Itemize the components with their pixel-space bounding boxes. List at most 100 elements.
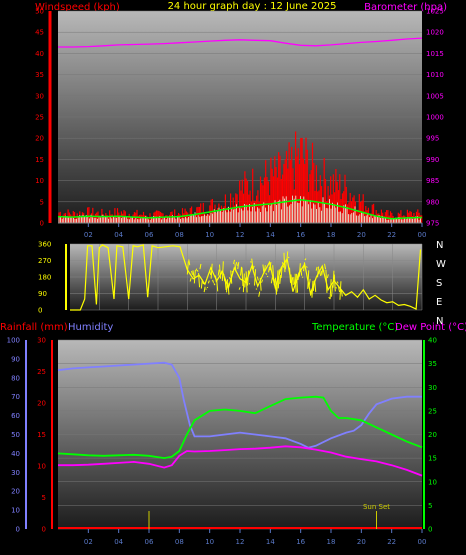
baro-tick-label: 980	[426, 198, 439, 206]
wind-x-tick-label: 10	[205, 231, 214, 239]
direction-mark	[189, 277, 192, 282]
direction-mark	[210, 263, 213, 279]
wind-x-tick-label: 08	[175, 231, 184, 239]
direction-mark	[240, 266, 243, 276]
compass-label: N	[436, 316, 443, 327]
direction-mark	[335, 287, 338, 289]
rain-tick-label: 20	[37, 400, 46, 408]
direction-mark	[261, 279, 264, 283]
baro-tick-label: 1015	[426, 50, 444, 58]
humidity-tick-label: 90	[11, 355, 20, 363]
direction-mark	[237, 261, 240, 270]
direction-mark	[308, 278, 311, 287]
humidity-tick-label: 30	[11, 469, 20, 477]
direction-mark	[241, 267, 244, 287]
compass-label: S	[436, 278, 442, 289]
direction-mark	[226, 279, 229, 293]
direction-mark	[233, 259, 236, 265]
direction-mark	[279, 274, 282, 285]
humidity-tick-label: 100	[7, 337, 20, 345]
direction-mark	[322, 270, 325, 273]
rain-tick-label: 0	[42, 526, 46, 534]
direction-mark	[227, 282, 230, 295]
direction-mark	[245, 271, 248, 293]
direction-mark	[318, 269, 321, 275]
direction-mark	[298, 263, 301, 277]
wind-x-tick-label: 18	[327, 231, 336, 239]
direction-mark	[275, 277, 278, 295]
wind-tick-label: 40	[35, 50, 44, 58]
direction-mark	[291, 277, 294, 285]
direction-mark	[273, 278, 276, 286]
direction-mark	[256, 276, 259, 281]
direction-mark	[213, 283, 216, 286]
temp-x-tick-label: 00	[418, 538, 427, 546]
direction-tick-label: 90	[38, 290, 47, 298]
direction-line	[70, 244, 422, 311]
wind-x-tick-label: 02	[84, 231, 93, 239]
temp-x-tick-label: 08	[175, 538, 184, 546]
wind-tick-label: 25	[35, 114, 44, 122]
humidity-axis-title: Humidity	[68, 322, 113, 333]
baro-tick-label: 1020	[426, 29, 444, 37]
direction-mark	[259, 277, 262, 291]
direction-mark	[203, 286, 206, 293]
direction-mark	[249, 261, 252, 263]
direction-mark	[294, 273, 297, 293]
direction-mark	[238, 287, 241, 290]
wind-tick-label: 5	[40, 198, 44, 206]
direction-mark	[235, 261, 238, 267]
compass-label: E	[436, 297, 442, 308]
direction-tick-label: 180	[38, 274, 51, 282]
temp-tick-label: 35	[428, 360, 437, 368]
direction-mark	[277, 269, 280, 289]
direction-mark	[303, 262, 306, 272]
temp-x-tick-label: 18	[327, 538, 336, 546]
direction-mark	[258, 291, 261, 297]
direction-mark	[325, 269, 328, 293]
direction-mark	[188, 259, 191, 266]
direction-mark	[251, 258, 254, 268]
wind-tick-label: 10	[35, 177, 44, 185]
rain-tick-label: 15	[37, 431, 46, 439]
baro-tick-label: 985	[426, 177, 439, 185]
temp-tick-label: 30	[428, 384, 437, 392]
direction-mark	[252, 265, 255, 270]
humidity-tick-label: 80	[11, 374, 20, 382]
temp-x-tick-label: 02	[84, 538, 93, 546]
direction-tick-label: 360	[38, 241, 51, 249]
temp-x-tick-label: 04	[114, 538, 123, 546]
direction-mark	[321, 267, 324, 276]
direction-mark	[339, 281, 342, 300]
direction-mark	[216, 280, 219, 292]
wind-tick-label: 30	[35, 92, 44, 100]
temp-x-tick-label: 12	[236, 538, 245, 546]
direction-mark	[193, 270, 196, 284]
baro-tick-label: 1010	[426, 71, 444, 79]
direction-mark	[191, 270, 194, 275]
rain-tick-label: 25	[37, 368, 46, 376]
direction-mark	[217, 269, 220, 276]
temp-tick-label: 5	[428, 502, 432, 510]
direction-mark	[255, 288, 258, 290]
temp-x-tick-label: 06	[145, 538, 154, 546]
direction-mark	[319, 270, 322, 277]
wind-x-tick-label: 00	[418, 231, 427, 239]
temperature-line	[57, 395, 423, 460]
rainfall-axis-title: Rainfall (mm)	[0, 322, 68, 333]
barometer-line	[58, 37, 423, 48]
wind-x-tick-label: 06	[145, 231, 154, 239]
humidity-line	[57, 361, 422, 449]
temp-tick-label: 40	[428, 337, 437, 345]
baro-tick-label: 975	[426, 220, 439, 228]
direction-mark	[286, 251, 289, 262]
direction-mark	[268, 266, 271, 273]
direction-mark	[283, 252, 286, 273]
graph-title: 24 hour graph day : 12 June 2025	[168, 1, 337, 12]
direction-mark	[220, 270, 223, 275]
direction-mark	[324, 263, 327, 270]
dewpoint-axis-title: Dew Point (°C)	[395, 322, 466, 333]
direction-mark	[223, 274, 226, 282]
wind-x-tick-label: 12	[236, 231, 245, 239]
